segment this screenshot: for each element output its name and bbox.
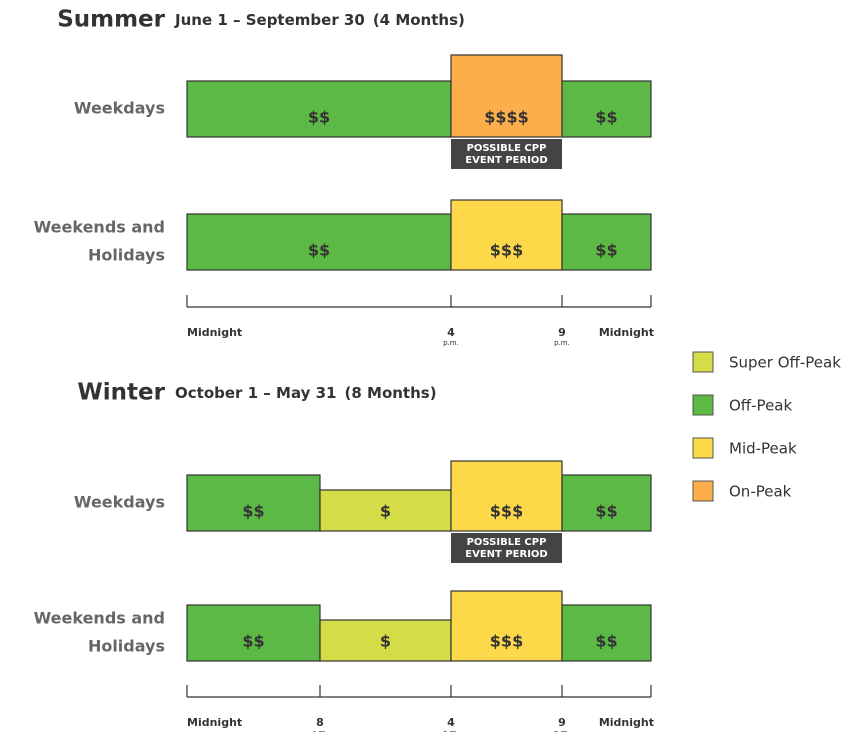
rate-price: $$$ [490,502,523,521]
legend-swatch [692,394,714,416]
legend-swatch [692,437,714,459]
axis-suffix: p.m. [554,729,570,732]
axis-time: Midnight [599,326,654,339]
axis-time: 4 [447,716,455,729]
rate-price: $$ [242,632,264,651]
rate-block [561,213,652,271]
rate-block [186,213,452,271]
row-label: Holidays [88,246,165,265]
rate-block [450,54,563,138]
axis-time: 4 [447,326,455,339]
dates: June 1 – September 30 [174,11,365,29]
legend-label: Mid-Peak [729,440,797,458]
axis-time: 8 [316,716,324,729]
rate-block [186,604,321,662]
legend-swatch [692,480,714,502]
cpp-label: EVENT PERIOD [465,155,547,166]
legend-label: On-Peak [729,483,792,501]
row-label: Weekends and [34,609,165,628]
axis-suffix: p.m. [554,339,570,347]
season-name: Winter [77,380,165,406]
row-label: Weekdays [74,99,165,118]
axis-time: 9 [558,716,566,729]
rate-price: $$ [308,241,330,260]
rate-price: $$$ [490,241,523,260]
axis-suffix: a.m. [312,729,328,732]
cpp-label: POSSIBLE CPP [467,537,547,548]
cpp-box [451,533,562,563]
axis-suffix: p.m. [443,729,459,732]
rate-price: $$ [595,108,617,127]
rate-block [561,604,652,662]
rate-price: $$ [595,241,617,260]
row-label: Holidays [88,637,165,656]
row-label: Weekdays [74,493,165,512]
rate-block [450,199,563,271]
cpp-label: EVENT PERIOD [465,549,547,560]
season-name: Summer [57,7,165,33]
duration: (4 Months) [373,11,465,29]
axis-time: Midnight [187,716,242,729]
axis-time: Midnight [599,716,654,729]
axis-time: Midnight [187,326,242,339]
dates: October 1 – May 31 [175,384,337,402]
rate-block [186,80,452,138]
legend-swatch [692,351,714,373]
rate-block [319,489,452,532]
row-label: Weekends and [34,218,165,237]
season-dates: October 1 – May 31 (8 Months) [175,384,437,402]
rate-price: $$$$ [484,108,529,127]
rate-price: $$ [595,502,617,521]
axis-time: 9 [558,326,566,339]
rate-price: $$ [242,502,264,521]
rate-block [450,590,563,662]
rate-block [561,80,652,138]
rate-price: $ [380,502,391,521]
rate-block [561,474,652,532]
cpp-box [451,139,562,169]
rate-block [450,460,563,532]
axis-suffix: p.m. [443,339,459,347]
cpp-label: POSSIBLE CPP [467,143,547,154]
rate-price: $ [380,632,391,651]
legend-label: Super Off-Peak [729,354,841,372]
rate-block [186,474,321,532]
legend-label: Off-Peak [729,397,792,415]
rate-price: $$ [595,632,617,651]
duration: (8 Months) [345,384,437,402]
season-dates: June 1 – September 30 (4 Months) [174,11,465,29]
rate-price: $$ [308,108,330,127]
rate-block [319,619,452,662]
rate-price: $$$ [490,632,523,651]
